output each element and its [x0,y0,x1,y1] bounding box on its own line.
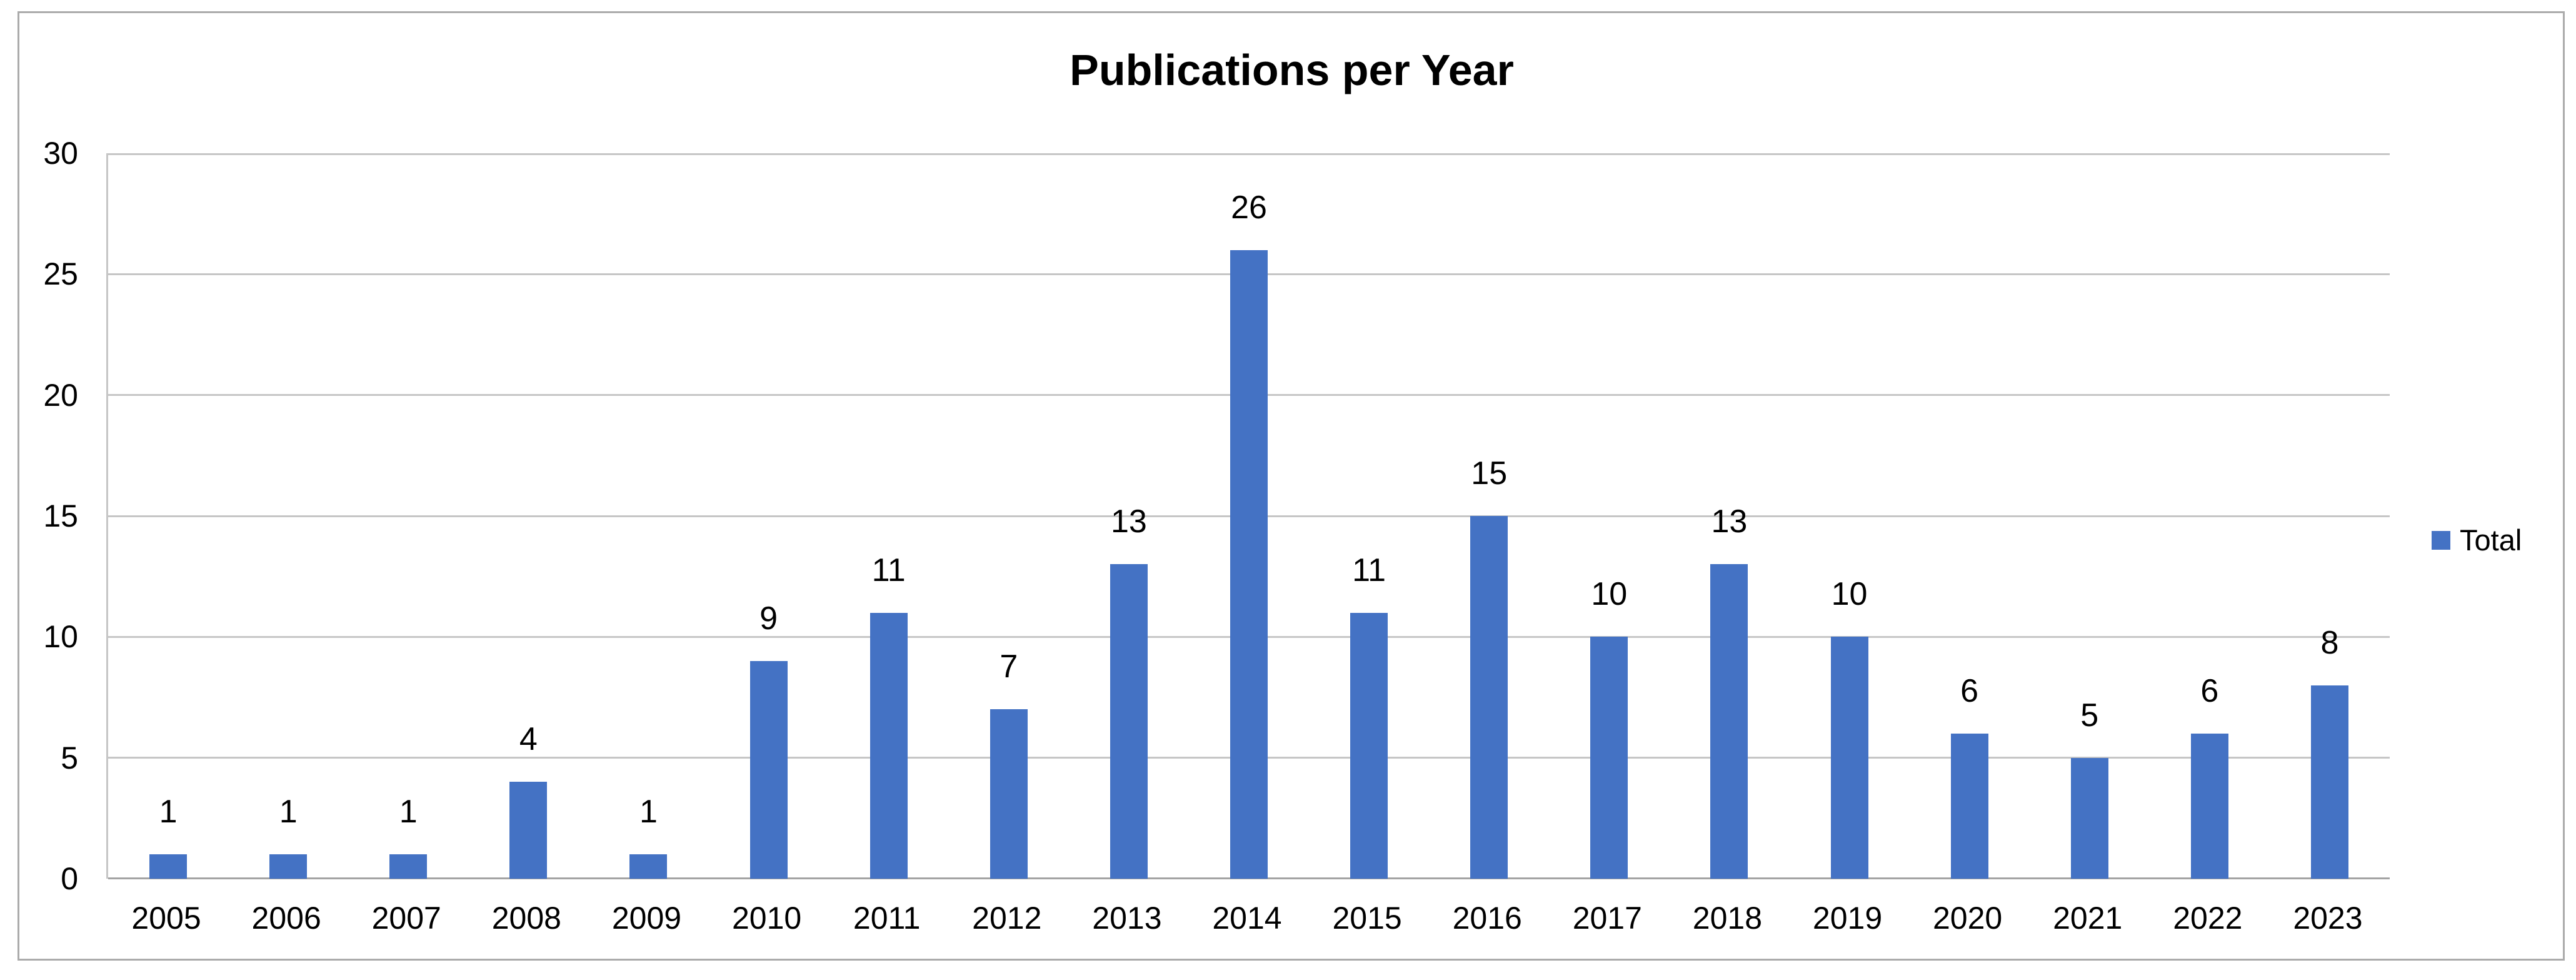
x-tick-2023: 2023 [2293,901,2363,936]
data-label-2017: 10 [1591,576,1628,613]
bar-2009 [629,854,668,879]
bar-2011 [870,612,908,879]
y-tick-0: 0 [61,861,78,896]
data-label-2006: 1 [279,794,298,831]
x-tick-2005: 2005 [131,901,201,936]
legend: Total [2432,524,2522,557]
x-tick-2010: 2010 [731,901,802,936]
y-axis: 0 5 10 15 20 25 30 [0,136,78,896]
x-tick-2007: 2007 [371,901,441,936]
bar-2015 [1350,612,1388,879]
data-label-2005: 1 [159,794,178,831]
bar-2023 [2310,685,2348,879]
bar-2013 [1110,564,1148,879]
plot-area: 1 1 1 4 1 9 11 7 13 26 11 15 10 13 10 6 5 6 8 [106,153,2390,879]
gridline-30 [108,153,2390,155]
data-label-2022: 6 [2200,673,2219,709]
data-label-2015: 11 [1352,552,1386,589]
bar-2007 [389,854,428,879]
x-tick-2012: 2012 [972,901,1042,936]
bar-2006 [269,854,308,879]
data-label-2012: 7 [1000,649,1018,685]
chart-title: Publications per Year [1070,46,1514,94]
bar-2016 [1470,516,1508,879]
bar-2008 [509,782,548,879]
y-tick-30: 30 [43,136,78,171]
data-label-2020: 6 [1960,673,1979,709]
bar-2018 [1710,564,1748,879]
x-tick-2009: 2009 [611,901,682,936]
x-tick-2018: 2018 [1692,901,1763,936]
data-label-2011: 11 [871,552,906,589]
bar-2017 [1590,637,1628,879]
y-tick-10: 10 [43,619,78,655]
data-label-2007: 1 [399,794,418,831]
x-tick-2014: 2014 [1212,901,1282,936]
x-tick-2011: 2011 [853,901,921,936]
data-label-2021: 5 [2080,697,2099,734]
bar-2022 [2190,734,2228,879]
y-tick-20: 20 [43,377,78,413]
x-tick-2016: 2016 [1452,901,1522,936]
data-label-2013: 13 [1110,503,1147,540]
bar-2012 [990,709,1028,879]
data-label-2016: 15 [1471,455,1508,492]
x-tick-2008: 2008 [491,901,561,936]
bar-2014 [1230,250,1268,879]
data-label-2010: 9 [759,600,778,637]
legend-swatch-total-icon [2432,531,2450,550]
x-axis: 2005 2006 2007 2008 2009 2010 2011 2012 2013 2014… [106,899,2388,943]
data-label-2018: 13 [1711,503,1748,540]
data-label-2023: 8 [2320,624,2339,661]
y-tick-25: 25 [43,256,78,292]
x-tick-2017: 2017 [1572,901,1642,936]
data-label-2014: 26 [1231,189,1267,226]
bar-2020 [1950,734,1988,879]
x-tick-2006: 2006 [251,901,321,936]
x-tick-2020: 2020 [1933,901,2003,936]
bar-2021 [2070,757,2108,879]
data-label-2019: 10 [1831,576,1868,613]
x-tick-2015: 2015 [1332,901,1402,936]
data-label-2008: 4 [519,721,538,758]
y-tick-5: 5 [61,740,78,775]
chart-frame [18,11,2565,961]
x-tick-2022: 2022 [2173,901,2243,936]
legend-label-total: Total [2460,523,2522,557]
bar-2019 [1830,637,1868,879]
x-tick-2013: 2013 [1092,901,1162,936]
y-tick-15: 15 [43,498,78,533]
x-tick-2019: 2019 [1812,901,1883,936]
bar-2010 [749,661,788,879]
data-label-2009: 1 [639,794,658,831]
x-tick-2021: 2021 [2053,901,2123,936]
bar-2005 [149,854,188,879]
